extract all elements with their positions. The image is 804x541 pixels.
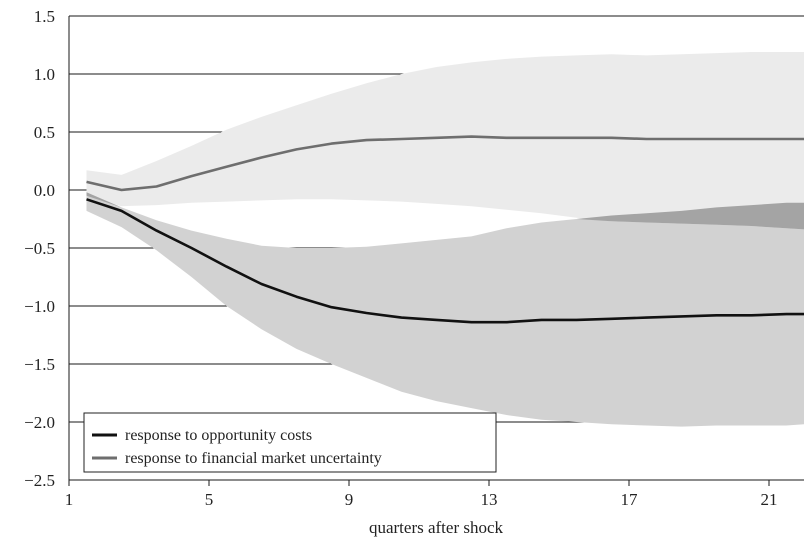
- legend: response to opportunity costs response t…: [83, 412, 497, 473]
- band-opportunity-costs: [86, 192, 804, 427]
- y-tick-label: 1.5: [34, 7, 55, 26]
- y-tick-label: 0.0: [34, 181, 55, 200]
- x-axis-title: quarters after shock: [369, 518, 504, 537]
- axes: [68, 16, 770, 486]
- y-tick-label: 1.0: [34, 65, 55, 84]
- line-financial-market-uncertainty: [86, 135, 804, 192]
- legend-box: [83, 412, 497, 473]
- y-tick-labels: 1.5 1.0 0.5 0.0 −0.5 −1.0 −1.5 −2.0 −2.5: [24, 7, 55, 490]
- x-tick-label: 1: [65, 490, 74, 509]
- x-tick-label: 21: [761, 490, 778, 509]
- y-tick-label: −1.5: [24, 355, 55, 374]
- x-tick-label: 9: [345, 490, 354, 509]
- legend-label-opportunity-costs: response to opportunity costs: [125, 427, 312, 444]
- band-overlap: [86, 192, 804, 248]
- x-tick-label: 13: [481, 490, 498, 509]
- line-opportunity-costs: [86, 198, 804, 324]
- x-tick-label: 17: [621, 490, 639, 509]
- x-tick-labels: 1 5 9 13 17 21: [65, 490, 778, 509]
- band-financial-market-uncertainty: [86, 52, 804, 230]
- series-lines: [86, 135, 804, 324]
- legend-label-financial-market-uncertainty: response to financial market uncertainty: [125, 450, 382, 467]
- confidence-bands: [86, 52, 804, 427]
- y-tick-label: −0.5: [24, 239, 55, 258]
- y-tick-label: −2.5: [24, 471, 55, 490]
- plot-area: [86, 52, 804, 427]
- y-tick-label: 0.5: [34, 123, 55, 142]
- y-tick-label: −1.0: [24, 297, 55, 316]
- x-tick-label: 5: [205, 490, 214, 509]
- y-tick-label: −2.0: [24, 413, 55, 432]
